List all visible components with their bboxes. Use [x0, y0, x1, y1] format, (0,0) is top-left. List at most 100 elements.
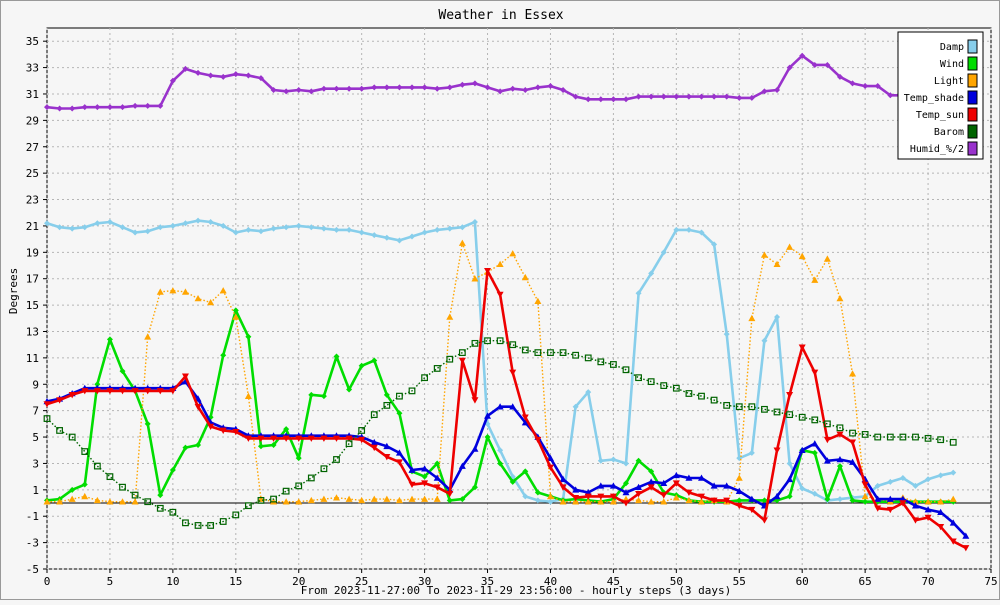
data-point: [635, 483, 643, 490]
data-point: [911, 517, 919, 524]
data-point: [824, 61, 831, 68]
data-point: [320, 85, 327, 92]
data-point: [131, 491, 139, 499]
x-tick-label: 35: [481, 575, 494, 588]
data-point: [685, 226, 692, 233]
data-point: [408, 495, 416, 502]
x-tick-label: 40: [544, 575, 557, 588]
data-point: [43, 415, 51, 422]
data-point: [283, 88, 290, 95]
data-point: [182, 444, 189, 451]
legend-swatch: [967, 141, 978, 156]
y-tick-label: 21: [26, 220, 39, 233]
data-point: [861, 431, 869, 438]
data-point: [597, 493, 605, 500]
data-point: [748, 314, 756, 322]
data-point: [874, 495, 882, 502]
data-point: [711, 241, 718, 248]
data-point: [56, 397, 64, 404]
data-point: [911, 502, 919, 509]
data-point: [282, 435, 290, 442]
data-point: [446, 355, 454, 363]
data-point: [308, 391, 315, 398]
data-point: [320, 435, 328, 442]
data-point: [446, 490, 454, 498]
data-point: [736, 94, 743, 101]
data-point: [157, 492, 164, 499]
data-point: [43, 498, 51, 505]
data-point: [823, 436, 831, 444]
data-point: [660, 492, 668, 499]
data-point: [383, 454, 391, 461]
data-point: [358, 229, 365, 236]
data-point: [44, 104, 50, 111]
data-point: [635, 290, 642, 297]
data-point: [798, 344, 806, 351]
data-point: [219, 427, 227, 434]
data-point: [534, 297, 542, 304]
data-point: [383, 442, 391, 450]
data-point: [886, 433, 894, 441]
data-point: [647, 498, 655, 505]
data-point: [774, 313, 781, 320]
data-point: [660, 93, 667, 100]
data-point: [509, 478, 516, 485]
data-point: [106, 498, 114, 505]
data-point: [194, 403, 202, 411]
data-point: [421, 374, 428, 382]
data-point: [270, 435, 278, 442]
data-point: [283, 426, 290, 433]
data-point: [307, 474, 315, 482]
data-point: [547, 349, 554, 356]
data-point: [144, 228, 151, 235]
data-point: [320, 225, 327, 232]
data-point: [673, 93, 680, 100]
data-point: [622, 96, 629, 103]
data-point: [81, 224, 88, 231]
data-point: [735, 487, 743, 494]
data-point: [434, 460, 441, 467]
data-point: [836, 424, 844, 432]
data-point: [471, 218, 478, 225]
y-tick-label: -1: [26, 510, 39, 523]
x-tick-label: 20: [292, 575, 305, 588]
data-point: [597, 482, 605, 489]
data-point: [761, 497, 768, 504]
data-point: [446, 225, 453, 232]
data-point: [572, 486, 580, 493]
data-point: [144, 388, 152, 395]
data-point: [471, 80, 478, 87]
data-point: [635, 93, 642, 100]
data-point: [823, 255, 831, 262]
x-tick-label: 50: [670, 575, 683, 588]
data-point: [647, 478, 655, 485]
data-point: [647, 484, 655, 491]
data-point: [132, 102, 139, 109]
data-point: [862, 498, 869, 505]
data-point: [761, 405, 768, 413]
data-point: [471, 397, 479, 404]
data-point: [823, 457, 831, 464]
data-point: [773, 447, 781, 454]
data-point: [836, 463, 843, 470]
data-point: [798, 446, 806, 454]
data-point: [446, 497, 453, 504]
data-point: [56, 105, 63, 112]
data-point: [156, 504, 164, 512]
data-point: [43, 401, 51, 408]
data-point: [496, 260, 504, 267]
data-point: [509, 403, 517, 410]
y-tick-label: 33: [26, 62, 39, 75]
data-point: [421, 495, 429, 502]
data-point: [383, 234, 390, 241]
legend-swatch: [967, 124, 978, 139]
data-point: [333, 456, 340, 463]
data-point: [937, 523, 945, 531]
data-point: [660, 498, 668, 505]
data-point: [232, 428, 240, 436]
data-point: [711, 93, 718, 100]
data-point: [282, 498, 290, 505]
data-point: [458, 239, 466, 246]
data-point: [346, 85, 353, 92]
